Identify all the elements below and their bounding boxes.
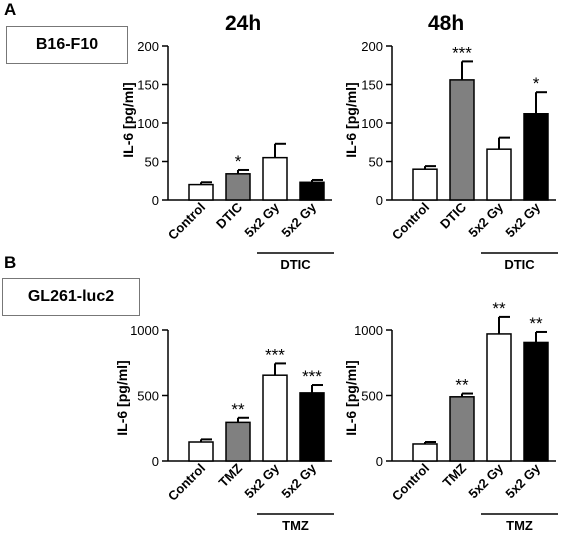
group-label: DTIC [504, 257, 535, 272]
bar [449, 79, 475, 201]
bar [449, 396, 475, 462]
significance-marker: * [533, 74, 540, 93]
bar [412, 168, 438, 201]
y-axis-label: IL-6 [pg/ml] [120, 82, 136, 157]
significance-marker: ** [492, 299, 506, 318]
category-label: Control [389, 461, 432, 504]
y-tick-label: 1000 [354, 323, 383, 338]
y-tick-label: 0 [152, 454, 159, 469]
category-label: 5x2 Gy [502, 460, 543, 501]
column-title-48h: 48h [428, 12, 465, 35]
y-tick-label: 150 [361, 78, 383, 93]
group-label: TMZ [506, 518, 533, 533]
bar [523, 341, 549, 462]
y-tick-label: 200 [361, 39, 383, 54]
significance-marker: * [235, 152, 242, 171]
bar [225, 173, 251, 201]
panel-a-letter: A [4, 0, 17, 19]
y-tick-label: 100 [361, 116, 383, 131]
bar [486, 333, 512, 462]
y-tick-label: 100 [137, 116, 159, 131]
y-axis-label: IL-6 [pg/ml] [343, 82, 359, 157]
significance-marker: ** [455, 376, 469, 395]
y-tick-label: 150 [137, 78, 159, 93]
category-label: TMZ [440, 460, 470, 490]
significance-marker: *** [265, 345, 285, 364]
y-tick-label: 0 [376, 193, 383, 208]
significance-marker: ** [529, 314, 543, 333]
y-tick-label: 50 [369, 155, 383, 170]
significance-marker: *** [452, 43, 472, 62]
y-tick-label: 50 [145, 155, 159, 170]
bar [412, 443, 438, 462]
y-tick-label: 500 [137, 389, 159, 404]
y-tick-label: 0 [376, 454, 383, 469]
y-axis-label: IL-6 [pg/ml] [343, 360, 359, 435]
bar [262, 156, 288, 201]
category-label: 5x2 Gy [465, 460, 506, 501]
column-title-24h: 24h [225, 12, 262, 35]
y-tick-label: 0 [152, 193, 159, 208]
y-tick-label: 200 [137, 39, 159, 54]
significance-marker: ** [231, 400, 245, 419]
bar [299, 392, 325, 462]
y-tick-label: 1000 [130, 323, 159, 338]
panel-b-letter: B [4, 253, 17, 272]
bar [225, 421, 251, 462]
bar [262, 374, 288, 462]
cell-line-label-b: GL261-luc2 [2, 278, 140, 316]
y-axis-label: IL-6 [pg/ml] [114, 360, 130, 435]
group-label: TMZ [282, 518, 309, 533]
group-label: DTIC [280, 257, 311, 272]
cell-line-label-a: B16-F10 [6, 26, 128, 64]
significance-marker: *** [302, 367, 322, 386]
y-tick-label: 500 [361, 389, 383, 404]
